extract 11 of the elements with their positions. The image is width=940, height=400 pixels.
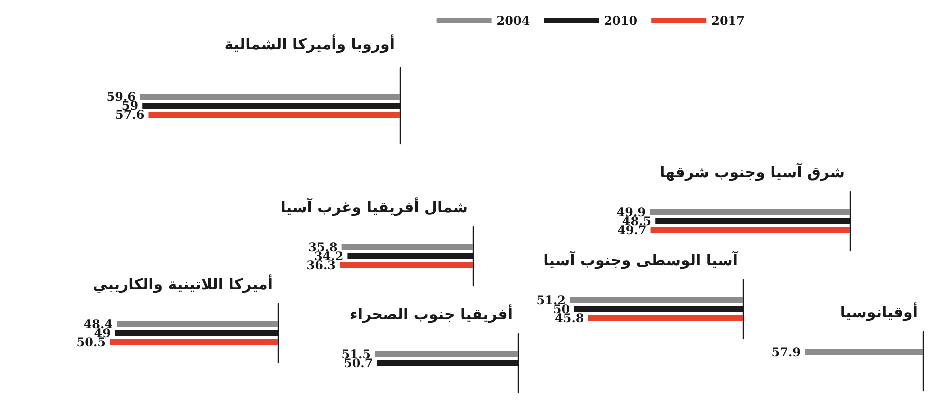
chart-title: آسيا الوسطى وجنوب آسيا xyxy=(544,250,739,270)
legend-label: 2017 xyxy=(712,14,746,28)
chart-title: أفريقيا جنوب الصحراء xyxy=(350,304,514,324)
legend-label: 2004 xyxy=(496,14,530,28)
chart-title: أميركا اللاتينية والكاريبي xyxy=(93,274,274,294)
chart-title: أوقيانوسيا xyxy=(840,302,918,322)
chart-title: شمال أفريقيا وغرب آسيا xyxy=(280,198,468,216)
chart-title: شرق آسيا وجنوب شرقها xyxy=(660,162,846,182)
data-label: 57.9 xyxy=(772,346,801,360)
chart-title: أوروبا وأميركا الشمالية xyxy=(224,34,396,54)
legend-label: 2010 xyxy=(604,14,638,28)
